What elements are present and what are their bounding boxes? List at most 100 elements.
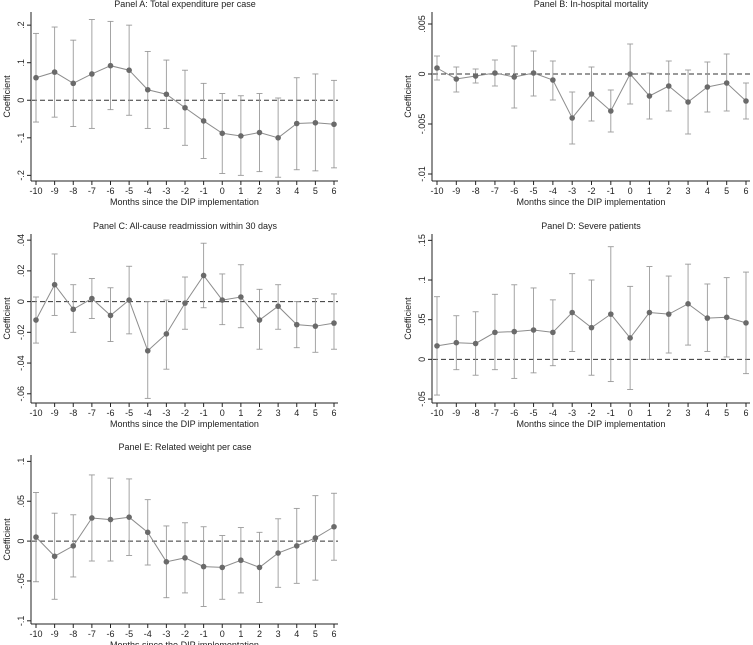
y-tick-label: .15 bbox=[417, 234, 427, 247]
x-axis-title: Months since the DIP implementation bbox=[517, 197, 666, 207]
data-point bbox=[293, 120, 300, 127]
y-tick-label: .1 bbox=[417, 276, 427, 284]
x-tick-label: 5 bbox=[313, 408, 318, 418]
x-tick-label: -9 bbox=[51, 629, 59, 639]
y-tick-label: 0 bbox=[16, 539, 26, 544]
data-point bbox=[256, 317, 263, 323]
x-tick-label: 0 bbox=[220, 629, 225, 639]
x-tick-label: 2 bbox=[666, 186, 671, 196]
y-tick-label: -.06 bbox=[16, 386, 26, 402]
data-point bbox=[144, 529, 151, 536]
panel-title: Panel D: Severe patients bbox=[541, 221, 641, 231]
data-point bbox=[275, 303, 281, 310]
x-tick-label: 5 bbox=[724, 186, 729, 196]
x-tick-label: 4 bbox=[294, 186, 299, 196]
x-tick-label: -4 bbox=[549, 408, 557, 418]
x-tick-label: 2 bbox=[666, 408, 671, 418]
data-point bbox=[492, 329, 498, 336]
y-tick-label: .1 bbox=[16, 59, 26, 67]
x-tick-label: 1 bbox=[238, 186, 243, 196]
data-point bbox=[219, 297, 226, 303]
x-tick-label: -5 bbox=[530, 408, 538, 418]
y-axis-title: Coefficient bbox=[403, 75, 413, 118]
x-tick-label: 3 bbox=[686, 408, 691, 418]
x-tick-label: -6 bbox=[106, 408, 114, 418]
panel-b: Panel B: In-hospital mortality .005 0 -.005… bbox=[403, 0, 750, 207]
x-tick-label: -3 bbox=[568, 186, 576, 196]
x-tick-label: -10 bbox=[29, 629, 42, 639]
data-point bbox=[200, 118, 207, 124]
data-point bbox=[331, 121, 337, 128]
x-tick-label: 6 bbox=[743, 186, 748, 196]
panel-c: Panel C: All-cause readmission within 30… bbox=[2, 221, 338, 429]
x-tick-label: -6 bbox=[510, 408, 518, 418]
x-tick-label: -7 bbox=[88, 408, 96, 418]
y-tick-label: 0 bbox=[417, 71, 427, 76]
x-tick-label: -7 bbox=[491, 186, 499, 196]
y-tick-label: -.04 bbox=[16, 355, 26, 371]
x-tick-label: -10 bbox=[29, 186, 42, 196]
x-tick-label: -5 bbox=[530, 186, 538, 196]
x-tick-label: -6 bbox=[510, 186, 518, 196]
panel-e: Panel E: Related weight per case .1 .05 0 -.… bbox=[2, 442, 338, 645]
data-point bbox=[646, 309, 653, 316]
x-tick-label: -3 bbox=[162, 408, 170, 418]
x-tick-label: 1 bbox=[238, 408, 243, 418]
data-point bbox=[704, 84, 711, 90]
x-tick-label: -1 bbox=[200, 629, 208, 639]
data-point bbox=[256, 129, 263, 136]
data-point bbox=[472, 73, 479, 79]
data-point bbox=[453, 76, 460, 82]
y-tick-label: .1 bbox=[16, 458, 26, 466]
y-tick-label: -.1 bbox=[16, 133, 26, 144]
data-point bbox=[70, 306, 77, 313]
x-tick-label: -7 bbox=[88, 186, 96, 196]
data-point bbox=[293, 543, 300, 549]
y-tick-label: .2 bbox=[16, 21, 26, 29]
x-tick-label: -8 bbox=[69, 186, 77, 196]
data-point bbox=[182, 555, 188, 561]
x-tick-label: -2 bbox=[181, 186, 189, 196]
data-point bbox=[219, 130, 226, 137]
x-tick-label: 5 bbox=[313, 186, 318, 196]
data-point bbox=[275, 550, 281, 556]
data-point bbox=[238, 133, 244, 139]
data-point bbox=[646, 93, 653, 99]
data-point bbox=[51, 281, 58, 288]
y-tick-label: 0 bbox=[16, 98, 26, 103]
x-tick-label: 2 bbox=[257, 408, 262, 418]
data-point bbox=[182, 300, 188, 306]
x-tick-label: -1 bbox=[200, 408, 208, 418]
data-point bbox=[665, 311, 672, 317]
x-tick-label: 6 bbox=[743, 408, 748, 418]
x-tick-label: -6 bbox=[106, 629, 114, 639]
panel-title: Panel A: Total expenditure per case bbox=[114, 0, 255, 9]
data-point bbox=[331, 320, 337, 326]
data-point bbox=[107, 312, 114, 319]
panel-d: Panel D: Severe patients .15 .1 .05 0 -.05 Coe… bbox=[403, 221, 750, 429]
data-point bbox=[627, 335, 633, 341]
x-tick-label: -4 bbox=[144, 408, 152, 418]
data-point bbox=[472, 340, 479, 347]
y-tick-label: -.01 bbox=[417, 166, 427, 182]
data-point bbox=[608, 311, 614, 317]
x-tick-label: 3 bbox=[686, 186, 691, 196]
data-point bbox=[126, 514, 132, 520]
y-axis-title: Coefficient bbox=[403, 297, 413, 340]
x-tick-label: 2 bbox=[257, 629, 262, 639]
data-point bbox=[219, 564, 226, 571]
x-tick-label: 0 bbox=[628, 186, 633, 196]
x-tick-label: 4 bbox=[294, 629, 299, 639]
x-tick-label: -1 bbox=[607, 408, 615, 418]
x-tick-label: 1 bbox=[238, 629, 243, 639]
x-tick-label: 6 bbox=[331, 629, 336, 639]
y-tick-label: .05 bbox=[417, 313, 427, 326]
x-tick-label: -10 bbox=[29, 408, 42, 418]
x-tick-label: 3 bbox=[276, 408, 281, 418]
x-tick-label: -10 bbox=[430, 186, 443, 196]
x-axis-title: Months since the DIP implementation bbox=[110, 197, 259, 207]
x-tick-label: -4 bbox=[144, 186, 152, 196]
x-tick-label: 5 bbox=[724, 408, 729, 418]
y-tick-label: -.1 bbox=[16, 616, 26, 627]
